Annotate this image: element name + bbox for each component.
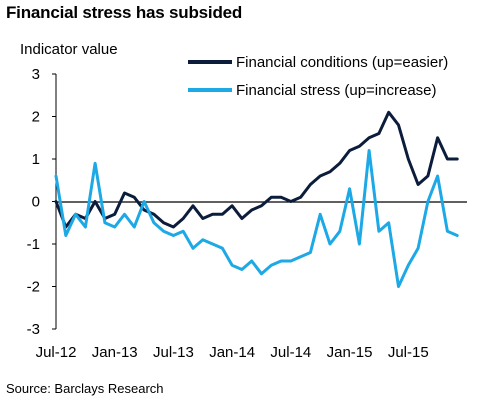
y-tick-label: 3 [32,66,40,83]
chart-source: Source: Barclays Research [6,381,164,396]
y-ticks: 3 2 1 0 -1 -2 -3 [27,66,56,338]
legend-label-stress: Financial stress (up=increase) [236,82,437,99]
x-ticks: Jul-12 Jan-13 Jul-13 Jan-14 Jul-14 Jan-15 Jul-… [36,344,429,361]
y-tick-label: -3 [27,321,40,338]
x-tick-label: Jan-15 [327,344,373,361]
axes [55,74,467,329]
y-axis-label: Indicator value [20,41,118,58]
x-tick-label: Jul-14 [270,344,311,361]
series-line-stress [54,149,459,288]
y-tick-label: 0 [32,194,40,211]
x-tick-label: Jul-15 [388,344,429,361]
x-tick-label: Jan-13 [92,344,138,361]
y-tick-label: 2 [32,109,40,126]
y-tick-label: -1 [27,236,40,253]
chart-title: Financial stress has subsided [6,3,243,22]
legend: Financial conditions (up=easier) Financi… [188,54,448,99]
series-line-conditions [54,110,459,229]
x-tick-label: Jan-14 [209,344,255,361]
x-tick-label: Jul-12 [36,344,77,361]
legend-label-conditions: Financial conditions (up=easier) [236,54,448,71]
series-lines [54,110,459,288]
x-tick-label: Jul-13 [153,344,194,361]
y-tick-label: 1 [32,151,40,168]
y-tick-label: -2 [27,279,40,296]
